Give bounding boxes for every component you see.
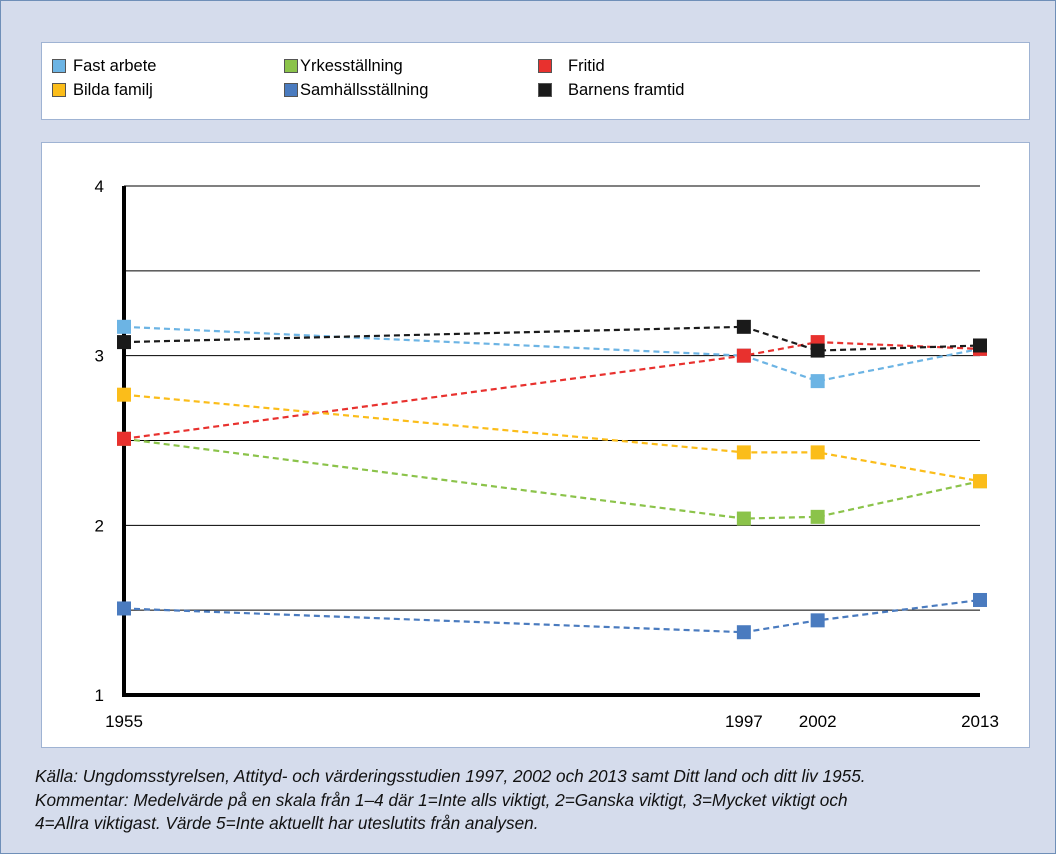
series-line (123, 325, 981, 352)
data-point (736, 511, 751, 526)
legend-item-fast-arbete: Fast arbete (52, 56, 156, 76)
y-tick-label: 2 (95, 516, 104, 535)
data-point (736, 445, 751, 460)
data-point (117, 335, 131, 350)
data-point (810, 343, 825, 358)
y-tick-label: 4 (95, 177, 104, 196)
series-line (123, 340, 981, 440)
chart-legend: Fast arbete Yrkesställning Fritid Bilda … (41, 42, 1030, 120)
legend-item-barnens-framtid: Barnens framtid (538, 80, 684, 100)
series-line (123, 598, 981, 634)
data-point (810, 374, 825, 389)
legend-item-fritid: Fritid (538, 56, 605, 76)
legend-item-bilda-familj: Bilda familj (52, 80, 153, 100)
legend-label: Samhällsställning (300, 80, 429, 99)
legend-item-samhallsstallning: Samhällsställning (284, 80, 428, 100)
data-point (736, 319, 751, 334)
data-point (810, 613, 825, 628)
legend-label: Fritid (568, 56, 605, 75)
line-chart: 1 2 3 4 1955 1997 2002 2013 (95, 177, 999, 731)
plot-area: 1 2 3 4 1955 1997 2002 2013 (41, 142, 1030, 748)
data-point (736, 348, 751, 363)
data-point (117, 387, 131, 402)
x-tick-label: 2002 (799, 712, 837, 731)
data-point (117, 601, 131, 616)
data-point (117, 431, 131, 446)
caption-comment-cont: 4=Allra viktigast. Värde 5=Inte aktuellt… (35, 813, 539, 833)
legend-swatch (538, 59, 552, 73)
series-line (123, 437, 981, 520)
legend-label: Fast arbete (73, 56, 157, 75)
data-point (736, 625, 751, 640)
series-line (123, 325, 981, 383)
legend-label: Bilda familj (73, 80, 153, 99)
legend-swatch (538, 83, 552, 97)
data-point (973, 338, 987, 353)
y-tick-label: 1 (95, 686, 104, 705)
legend-swatch (284, 83, 298, 97)
legend-swatch (52, 59, 66, 73)
legend-item-yrkesstallning: Yrkesställning (284, 56, 403, 76)
y-tick-label: 3 (95, 347, 104, 366)
data-point (973, 474, 987, 489)
series-line (123, 393, 981, 483)
legend-label: Yrkesställning (300, 56, 403, 75)
data-point (117, 319, 131, 334)
data-point (973, 592, 987, 607)
data-point (810, 445, 825, 460)
caption-comment: Kommentar: Medelvärde på en skala från 1… (35, 789, 848, 810)
legend-label: Barnens framtid (568, 80, 685, 99)
x-tick-label: 1955 (105, 712, 143, 731)
legend-swatch (284, 59, 298, 73)
x-tick-label: 2013 (961, 712, 999, 731)
caption-source: Källa: Ungdomsstyrelsen, Attityd- och vä… (35, 766, 866, 786)
legend-swatch (52, 83, 66, 97)
data-point (810, 509, 825, 524)
figure-caption: Källa: Ungdomsstyrelsen, Attityd- och vä… (35, 765, 1050, 836)
x-tick-label: 1997 (725, 712, 763, 731)
